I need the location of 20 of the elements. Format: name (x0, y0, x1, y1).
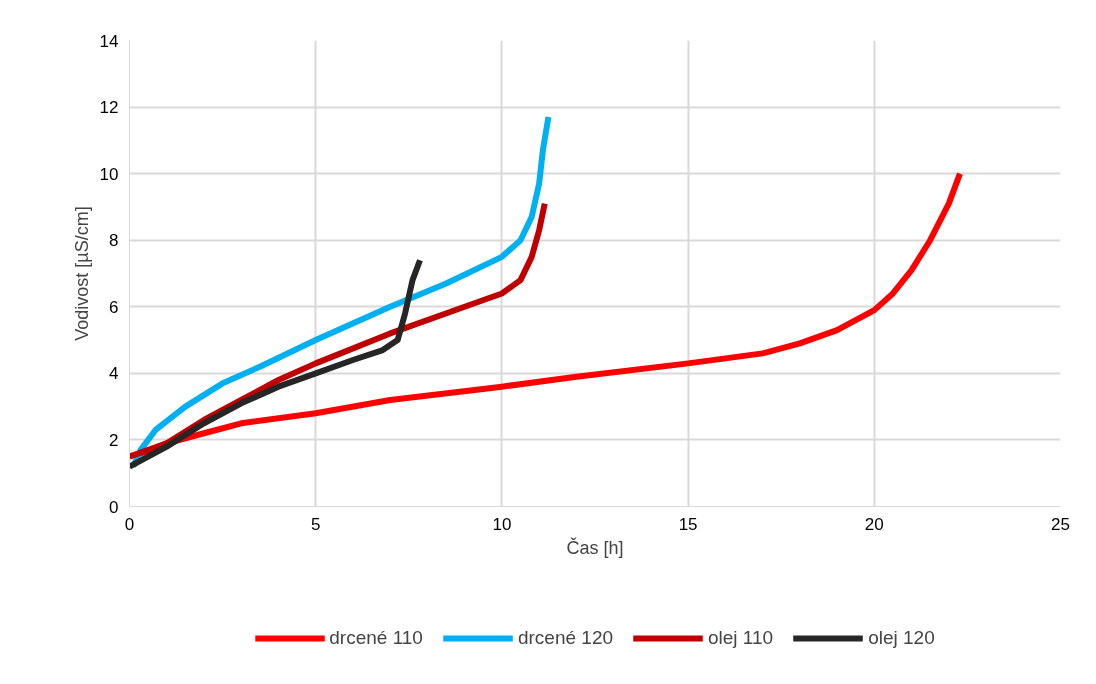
y-tick-label: 0 (109, 497, 119, 517)
x-tick-label: 5 (310, 514, 321, 534)
x-tick-label: 25 (1051, 514, 1070, 534)
legend-label: drcené 110 (329, 627, 423, 649)
legend-label: drcené 120 (517, 627, 614, 649)
x-tick-label: 10 (492, 514, 512, 534)
legend-label: olej 120 (868, 627, 935, 649)
x-tick-label: 15 (678, 514, 698, 534)
y-tick-label: 14 (99, 31, 119, 51)
y-tick-label: 10 (99, 164, 119, 184)
y-tick-label: 6 (109, 297, 119, 317)
y-tick-label: 4 (109, 364, 119, 384)
x-tick-label: 0 (124, 514, 135, 534)
x-axis-title: Čas [h] (566, 536, 624, 558)
y-tick-label: 12 (99, 98, 119, 118)
x-tick-label: 20 (864, 514, 884, 534)
legend-label: olej 110 (708, 627, 774, 649)
y-axis-title: Vodivost [µS/cm] (71, 206, 92, 341)
y-tick-label: 8 (109, 231, 119, 251)
y-tick-label: 2 (109, 430, 119, 450)
